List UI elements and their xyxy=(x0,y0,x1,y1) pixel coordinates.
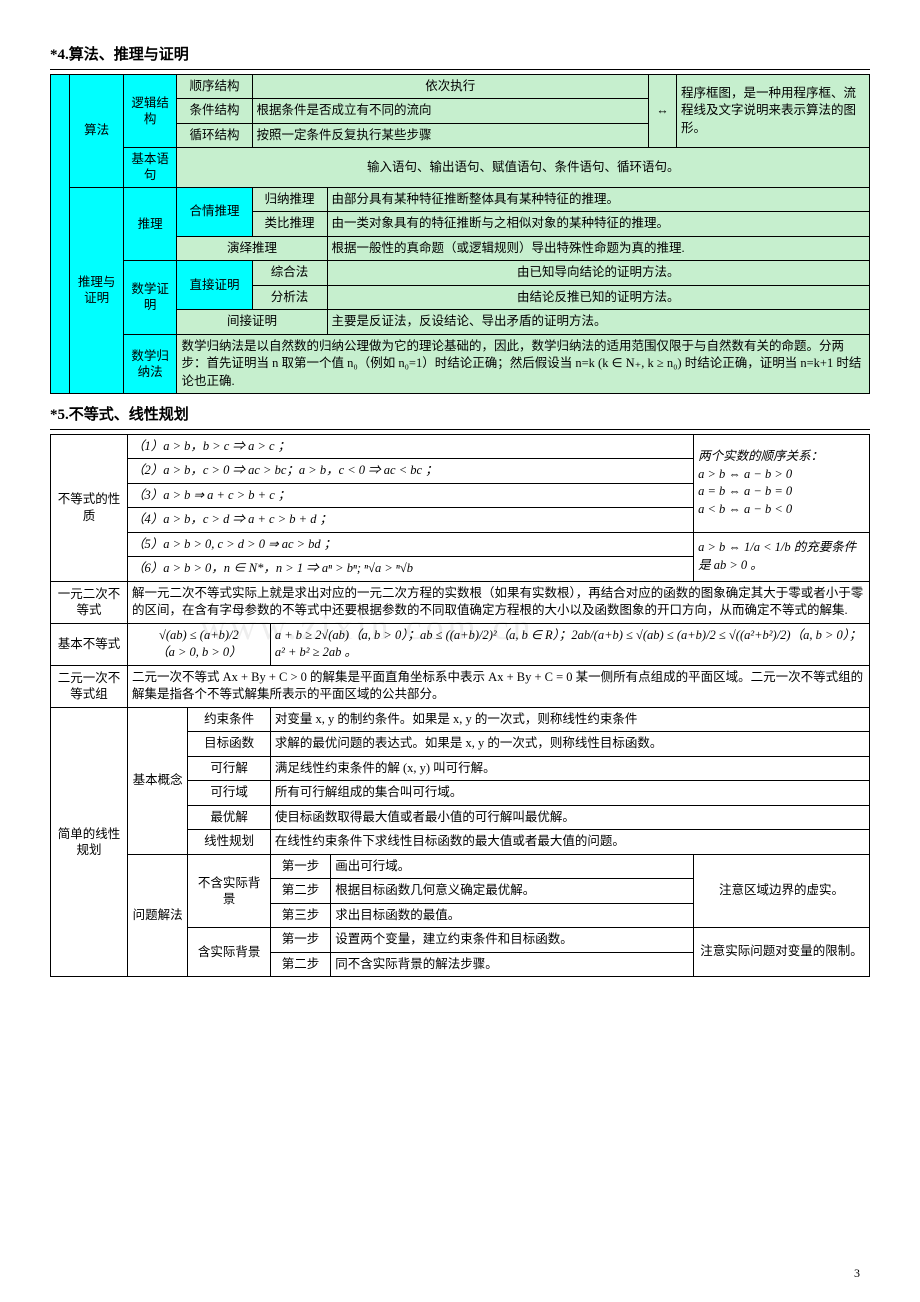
seq-c: 依次执行 xyxy=(252,74,649,99)
lp-c2-c: 满足线性约束条件的解 (x, y) 叫可行解。 xyxy=(270,756,869,781)
bin-ineq-c: 二元一次不等式 Ax + By + C > 0 的解集是平面直角坐标系中表示 A… xyxy=(127,665,869,707)
flowchart-note: 程序框图，是一种用程序框、流程线及文字说明来表示算法的图形。 xyxy=(676,74,869,148)
lp-c3-h: 可行域 xyxy=(188,781,270,806)
jianjie-h: 间接证明 xyxy=(177,310,327,335)
jianjie-c: 主要是反证法，反设结论、导出矛盾的证明方法。 xyxy=(327,310,869,335)
guina-fa-label: 数学归纳法 xyxy=(123,334,177,394)
lp-c1-h: 目标函数 xyxy=(188,732,270,757)
lp-c5-h: 线性规划 xyxy=(188,830,270,855)
ineq-r4: （4）a > b，c > d ⇒ a + c > b + d ； xyxy=(127,508,693,533)
zonghe-h: 综合法 xyxy=(252,261,327,286)
ineq-r3: （3）a > b ⇒ a + c > b + c ； xyxy=(127,483,693,508)
section4-table: 算法 逻辑结构 顺序结构 依次执行 ↔ 程序框图，是一种用程序框、流程线及文字说… xyxy=(50,74,870,395)
guina-h: 归纳推理 xyxy=(252,187,327,212)
lp-c0-c: 对变量 x, y 的制约条件。如果是 x, y 的一次式，则称线性约束条件 xyxy=(270,707,869,732)
lp-bg-s0-c: 设置两个变量，建立约束条件和目标函数。 xyxy=(331,928,694,953)
section5-underline xyxy=(50,429,870,430)
lp-label: 简单的线性规划 xyxy=(51,707,128,977)
fenxi-c: 由结论反推已知的证明方法。 xyxy=(327,285,869,310)
tuili-label: 推理 xyxy=(123,187,177,261)
basic-ineq-left: √(ab) ≤ (a+b)/2 （a > 0, b > 0） xyxy=(127,623,270,665)
seq-h: 顺序结构 xyxy=(177,74,252,99)
reason-vlabel: 推理与证明 xyxy=(70,187,124,394)
lp-c3-c: 所有可行解组成的集合叫可行域。 xyxy=(270,781,869,806)
guina-fa-content: 数学归纳法是以自然数的归纳公理做为它的理论基础的，因此，数学归纳法的适用范围仅限… xyxy=(177,334,870,394)
lp-c5-c: 在线性约束条件下求线性目标函数的最大值或者最大值的问题。 xyxy=(270,830,869,855)
leibi-h: 类比推理 xyxy=(252,212,327,237)
zhengming-label: 数学证明 xyxy=(123,261,177,335)
ineq-r2: （2）a > b，c > 0 ⇒ ac > bc；a > b，c < 0 ⇒ a… xyxy=(127,459,693,484)
lp-nobg-s2-c: 求出目标函数的最值。 xyxy=(331,903,694,928)
heqing: 合情推理 xyxy=(177,187,252,236)
lp-c4-c: 使目标函数取得最大值或者最小值的可行解叫最优解。 xyxy=(270,805,869,830)
lp-c4-h: 最优解 xyxy=(188,805,270,830)
ineq-prop-label: 不等式的性质 xyxy=(51,434,128,581)
page-number: 3 xyxy=(854,1264,860,1282)
logic-struct: 逻辑结构 xyxy=(123,74,177,148)
section5-table: 不等式的性质 （1）a > b，b > c ⇒ a > c ； 两个实数的顺序关… xyxy=(50,434,870,978)
zonghe-c: 由已知导向结论的证明方法。 xyxy=(327,261,869,286)
leibi-c: 由一类对象具有的特征推断与之相似对象的某种特征的推理。 xyxy=(327,212,869,237)
basic-stmt-c: 输入语句、输出语句、赋值语句、条件语句、循环语句。 xyxy=(177,148,870,188)
section4-underline xyxy=(50,69,870,70)
lp-nobg-label: 不含实际背景 xyxy=(188,854,270,928)
lp-bg-s0-h: 第一步 xyxy=(270,928,330,953)
fenxi-h: 分析法 xyxy=(252,285,327,310)
arrow: ↔ xyxy=(649,74,677,148)
sec4-spine xyxy=(51,74,70,394)
basic-ineq-label: 基本不等式 xyxy=(51,623,128,665)
lp-bg-s1-h: 第二步 xyxy=(270,952,330,977)
lp-bg-label: 含实际背景 xyxy=(188,928,270,977)
quad-label: 一元二次不等式 xyxy=(51,581,128,623)
ineq-r1: （1）a > b，b > c ⇒ a > c ； xyxy=(127,434,693,459)
lp-bg-note: 注意实际问题对变量的限制。 xyxy=(694,928,870,977)
loop-h: 循环结构 xyxy=(177,123,252,148)
loop-c: 按照一定条件反复执行某些步骤 xyxy=(252,123,649,148)
ineq-side2: a > b ⇔ 1/a < 1/b 的充要条件是 ab > 0 。 xyxy=(694,532,870,581)
section4-title: *4.算法、推理与证明 xyxy=(50,44,870,67)
lp-c1-c: 求解的最优问题的表达式。如果是 x, y 的一次式，则称线性目标函数。 xyxy=(270,732,869,757)
quad-c: 解一元二次不等式实际上就是求出对应的一元二次方程的实数根（如果有实数根），再结合… xyxy=(127,581,869,623)
lp-method-label: 问题解法 xyxy=(127,854,187,977)
lp-concept-label: 基本概念 xyxy=(127,707,187,854)
lp-nobg-s0-c: 画出可行域。 xyxy=(331,854,694,879)
algo-label: 算法 xyxy=(70,74,124,187)
lp-bg-s1-c: 同不含实际背景的解法步骤。 xyxy=(331,952,694,977)
ineq-r6: （6）a > b > 0，n ∈ N*，n > 1 ⇒ aⁿ > bⁿ; ⁿ√a… xyxy=(127,557,693,582)
yanyi-c: 根据一般性的真命题（或逻辑规则）导出特殊性命题为真的推理. xyxy=(327,236,869,261)
bin-ineq-label: 二元一次不等式组 xyxy=(51,665,128,707)
basic-ineq-right: a + b ≥ 2√(ab)（a, b > 0）；ab ≤ ((a+b)/2)²… xyxy=(270,623,869,665)
cond-c: 根据条件是否成立有不同的流向 xyxy=(252,99,649,124)
lp-nobg-note: 注意区域边界的虚实。 xyxy=(694,854,870,928)
lp-nobg-s2-h: 第三步 xyxy=(270,903,330,928)
ineq-r5: （5）a > b > 0, c > d > 0 ⇒ ac > bd ； xyxy=(127,532,693,557)
guina-c: 由部分具有某种特征推断整体具有某种特征的推理。 xyxy=(327,187,869,212)
zhijie: 直接证明 xyxy=(177,261,252,310)
basic-stmt-h: 基本语句 xyxy=(123,148,177,188)
cond-h: 条件结构 xyxy=(177,99,252,124)
lp-nobg-s0-h: 第一步 xyxy=(270,854,330,879)
lp-nobg-s1-c: 根据目标函数几何意义确定最优解。 xyxy=(331,879,694,904)
lp-c0-h: 约束条件 xyxy=(188,707,270,732)
yanyi-h: 演绎推理 xyxy=(177,236,327,261)
section5-title: *5.不等式、线性规划 xyxy=(50,404,870,427)
lp-c2-h: 可行解 xyxy=(188,756,270,781)
ineq-side1: 两个实数的顺序关系： a > b ⇔ a − b > 0 a = b ⇔ a −… xyxy=(694,434,870,532)
lp-nobg-s1-h: 第二步 xyxy=(270,879,330,904)
